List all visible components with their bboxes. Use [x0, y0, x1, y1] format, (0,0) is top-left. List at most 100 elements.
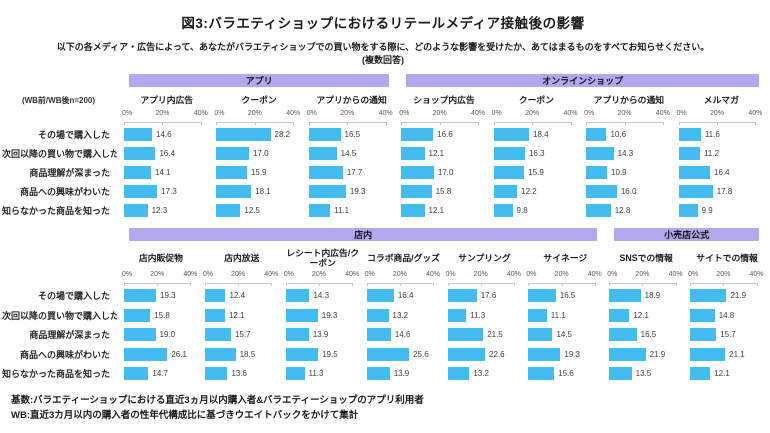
bar	[493, 166, 525, 180]
bar	[609, 347, 646, 361]
mini-chart-axis: 0% 20% 40%	[676, 110, 764, 126]
bar-cell: 17.6	[447, 289, 522, 303]
bar-value-label: 11.3	[308, 369, 324, 379]
mini-chart-axis: 0% 20% 40%	[284, 271, 360, 287]
axis-tick-label: 0%	[491, 110, 502, 118]
chart-section-instore-official: 店内 小売店公式 店内販促物 店内放送 レシート内広告/クーポン コラボ商品/グッズ サンプ…	[2, 227, 764, 384]
bar-cell: 21.5	[447, 328, 522, 342]
bar-value-label: 17.8	[716, 187, 733, 197]
bar	[586, 147, 614, 161]
bar-cell: 10.9	[586, 166, 671, 180]
bar-value-label: 15.6	[558, 369, 574, 379]
bar	[678, 185, 713, 199]
bar-value-label: 14.5	[556, 330, 573, 340]
bar-value-label: 10.6	[610, 130, 627, 140]
axis-tick	[642, 283, 644, 287]
axis-tick	[401, 122, 403, 126]
bar-value-label: 11.1	[550, 310, 566, 320]
bar-cell: 15.8	[401, 185, 486, 199]
bar	[690, 289, 727, 303]
bar-value-label: 14.6	[394, 330, 411, 340]
axis-tick-label: 40%	[563, 110, 578, 118]
bar	[124, 347, 168, 361]
axis-tick-label: 0%	[676, 110, 687, 118]
column-header: アプリ内広告	[140, 95, 194, 106]
bar	[285, 328, 309, 342]
column-header: 店内販促物	[138, 252, 183, 263]
row-label: 商品理解が深まった	[29, 168, 110, 179]
bar	[401, 128, 434, 142]
bar	[447, 308, 467, 322]
bar-cell: 16.5	[609, 328, 683, 342]
axis-tick	[308, 122, 310, 126]
axis-tick-label: 40%	[378, 110, 393, 118]
bar-value-label: 18.4	[533, 130, 549, 140]
bar	[366, 289, 394, 303]
bar	[124, 128, 153, 142]
axis-tick-label: 0%	[399, 110, 410, 118]
axis-tick-label: 20%	[635, 271, 650, 279]
axis-tick	[254, 122, 256, 126]
bar-cell: 15.7	[204, 328, 279, 342]
bar-value-label: 18.9	[644, 291, 661, 301]
axis-tick	[624, 122, 626, 126]
bar-value-label: 13.5	[635, 369, 652, 379]
bar-value-label: 17.3	[161, 187, 177, 197]
bar-cell: 12.8	[586, 204, 671, 218]
bar-cell: 13.5	[609, 367, 683, 381]
bar-value-label: 14.3	[617, 149, 634, 159]
bar	[528, 367, 555, 381]
axis-tick-label: 40%	[183, 271, 198, 279]
row-label: その場で購入した	[37, 130, 110, 141]
bar-value-label: 9.8	[516, 206, 528, 216]
bar-cell: 12.2	[493, 185, 579, 199]
bar-cell: 13.9	[285, 328, 360, 342]
axis-tick-label: 20%	[525, 110, 540, 118]
bar	[678, 166, 711, 180]
bar	[401, 185, 432, 199]
axis-tick-label: 20%	[473, 271, 488, 279]
axis-tick-label: 20%	[247, 110, 262, 118]
bar-cell: 13.2	[366, 308, 441, 322]
bar-cell: 18.1	[216, 185, 301, 199]
bar	[401, 204, 425, 218]
bar	[493, 147, 525, 161]
bar-value-label: 15.8	[154, 310, 170, 320]
bar-cell: 16.3	[493, 147, 579, 161]
axis-tick	[609, 283, 611, 287]
axis-tick-label: 40%	[506, 271, 521, 279]
bar-value-label: 28.2	[274, 130, 291, 140]
bar-cell: 19.5	[285, 347, 360, 361]
axis-tick	[318, 283, 320, 287]
axis-tick	[124, 122, 125, 126]
column-header: アプリからの通知	[316, 95, 387, 106]
bar	[124, 308, 151, 322]
page-title: 図3:バラエティショップにおけるリテールメディア接触後の影響	[181, 16, 585, 31]
group-band: 小売店公式	[614, 228, 759, 242]
bar-cell: 12.1	[690, 367, 764, 381]
axis-tick-label: 40%	[286, 110, 301, 118]
axis-tick	[594, 283, 596, 287]
bar-cell: 12.5	[216, 204, 301, 218]
bar-value-label: 12.1	[428, 206, 445, 216]
bar-cell: 14.5	[308, 147, 394, 161]
bar	[528, 347, 561, 361]
bar-cell: 11.3	[447, 308, 522, 322]
bar-value-label: 12.8	[614, 206, 631, 216]
bar-value-label: 17.0	[253, 149, 269, 159]
axis-tick	[716, 122, 718, 126]
bar-cell: 11.3	[285, 367, 360, 381]
axis-tick-label: 0%	[526, 271, 537, 279]
bar	[124, 328, 156, 342]
axis-tick-label: 20%	[155, 110, 170, 118]
bar-cell: 17.0	[216, 147, 301, 161]
footnotes: 基数:バラエティーショップにおける直近3ヵ月以内購入者&バラエティーショップのア…	[11, 393, 764, 423]
axis-tick	[285, 283, 287, 287]
chart-section-app-onlineshop: アプリ オンラインショップ (WB前/WB後n=200) アプリ内広告 クーポン アプリか…	[2, 73, 764, 220]
bar	[308, 166, 343, 180]
bar-cell: 19.3	[308, 185, 394, 199]
axis-tick-label: 20%	[716, 271, 731, 279]
bar-value-label: 12.4	[229, 291, 246, 301]
mini-chart-axis: 0% 20% 40%	[688, 271, 764, 287]
